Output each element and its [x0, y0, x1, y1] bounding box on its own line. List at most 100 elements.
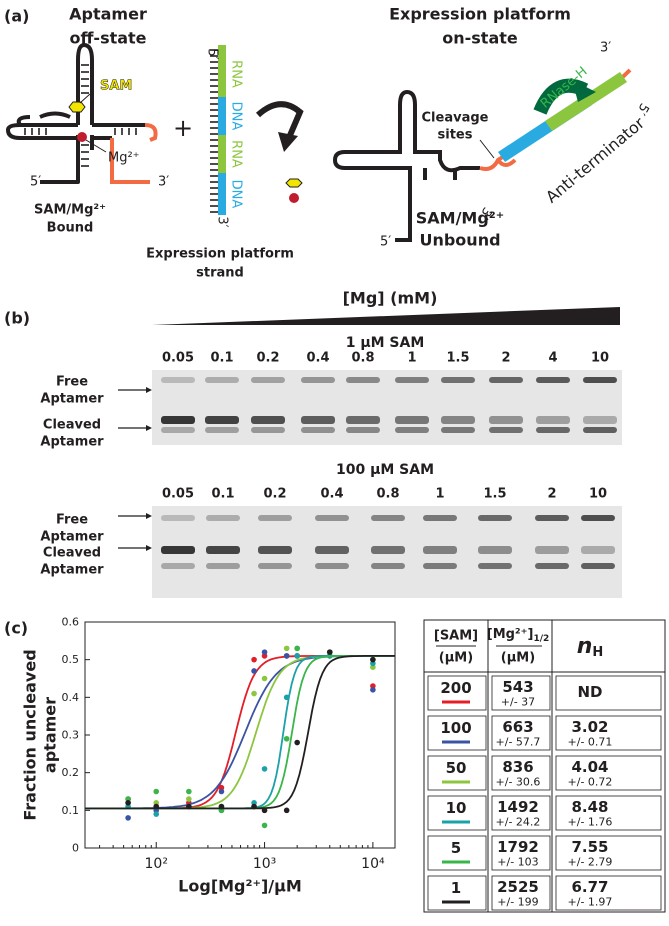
- panel-label: (b): [4, 309, 30, 328]
- strand-label: DNA: [229, 180, 244, 209]
- mg-value: 543: [502, 678, 533, 696]
- band: [315, 546, 349, 554]
- header-sub: 1/2: [533, 634, 549, 644]
- lane-label: 0.1: [211, 487, 234, 502]
- header: (μM): [439, 651, 473, 666]
- panel-label: (a): [4, 7, 29, 26]
- header-sub: H: [592, 645, 603, 660]
- band: [371, 563, 405, 569]
- band: [478, 546, 512, 554]
- band: [489, 377, 523, 383]
- band: [258, 563, 292, 569]
- band: [581, 546, 615, 554]
- rna-duplex: [545, 72, 627, 131]
- end-label: 5′: [205, 48, 220, 59]
- band: [161, 427, 195, 433]
- band: [346, 416, 380, 424]
- band: [161, 416, 195, 424]
- title: off-state: [69, 29, 146, 48]
- aptamer-on: [332, 89, 480, 242]
- sam-label: SAM: [100, 79, 132, 94]
- band: [315, 515, 349, 521]
- band: [206, 546, 240, 554]
- data-point: [251, 656, 257, 663]
- band: [395, 377, 429, 383]
- end-label: 3′: [215, 216, 230, 227]
- row-box: [555, 675, 662, 711]
- mg-value: 1792: [497, 838, 539, 856]
- band: [251, 416, 285, 424]
- lane-label: 10: [589, 487, 607, 502]
- arrow: [255, 101, 304, 142]
- strand-label: DNA: [229, 102, 244, 131]
- lane-label: 0.2: [263, 487, 286, 502]
- mg-label: Mg²⁺: [108, 151, 140, 166]
- gel-title: 100 μM SAM: [336, 462, 434, 478]
- band: [583, 377, 617, 383]
- header: [Mg²⁺]1/2: [487, 627, 550, 645]
- y-axis-label: aptamer: [41, 697, 60, 773]
- mg-error: +/- 24.2: [496, 816, 541, 829]
- band-label: Free: [56, 375, 88, 390]
- data-point: [370, 656, 376, 663]
- strand-title: Expression platform: [146, 247, 294, 262]
- panel-label: (c): [4, 619, 28, 638]
- arrow-head: [146, 513, 152, 519]
- arrow-head: [146, 387, 152, 393]
- band: [205, 377, 239, 383]
- end-label: 5′: [380, 235, 391, 250]
- data-point: [153, 803, 160, 810]
- mg-icon: [289, 193, 299, 203]
- band: [395, 416, 429, 424]
- band-label: Aptamer: [40, 530, 104, 545]
- mg-error: +/- 37: [501, 696, 535, 709]
- row-box: [427, 755, 487, 791]
- fit-curve: [85, 655, 395, 810]
- header-part: n: [577, 634, 593, 659]
- band: [301, 427, 335, 433]
- lane-label: 2: [547, 487, 556, 502]
- band-label: Aptamer: [40, 563, 104, 578]
- mg-value: 836: [502, 758, 533, 776]
- band: [535, 563, 569, 569]
- data-point: [261, 822, 268, 829]
- band: [478, 515, 512, 521]
- state-label: Unbound: [419, 231, 500, 250]
- data-point: [283, 735, 290, 742]
- nh-value: 7.55: [571, 838, 608, 856]
- strand-label: RNA: [229, 140, 244, 168]
- row-box: [555, 875, 662, 911]
- state-label: SAM/Mg²⁺: [416, 209, 505, 228]
- band: [535, 546, 569, 554]
- panel-c: (c) 0 0.1 0.2 0.3 0.4 0.5 0.6 10² 10³ 10⁴ Fraction…: [4, 616, 396, 896]
- mg-error: +/- 103: [497, 856, 538, 869]
- band: [478, 563, 512, 569]
- nh-value: 4.04: [571, 758, 608, 776]
- row-box: [491, 795, 551, 831]
- strand-label: RNA: [229, 60, 244, 88]
- band: [536, 416, 570, 424]
- fit-curve: [85, 655, 395, 810]
- title: Aptamer: [69, 5, 147, 24]
- arrow-head: [146, 425, 152, 431]
- data-point: [283, 653, 290, 659]
- data-point: [283, 807, 290, 814]
- nh-value: 6.77: [571, 878, 608, 896]
- data-point: [261, 766, 268, 772]
- band: [161, 515, 195, 521]
- band: [489, 416, 523, 424]
- strand: [218, 45, 226, 215]
- aptamer-off: [6, 43, 145, 184]
- state-label: Bound: [47, 221, 94, 236]
- mg-value: 663: [502, 718, 533, 736]
- row-box: [427, 715, 487, 751]
- band: [371, 546, 405, 554]
- band: [346, 377, 380, 383]
- data-point: [370, 687, 376, 693]
- lane-label: 0.8: [351, 351, 374, 366]
- data-point: [186, 788, 192, 795]
- lane-label: 0.4: [306, 351, 329, 366]
- row-box: [491, 875, 551, 911]
- band: [535, 515, 569, 521]
- mg-value: 1492: [497, 798, 539, 816]
